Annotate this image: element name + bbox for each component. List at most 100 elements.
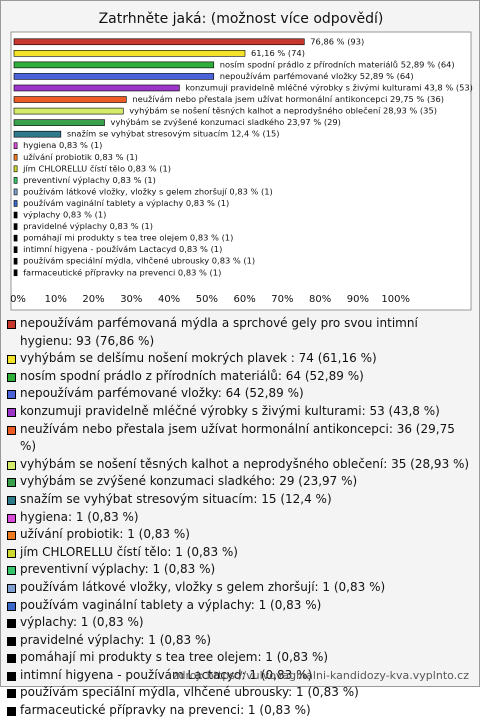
bar <box>13 107 124 115</box>
legend-swatch <box>7 531 16 541</box>
x-tick-label: 0% <box>10 294 26 305</box>
legend-swatch <box>7 601 16 611</box>
legend-label: neužívám nebo přestala jsem užívat hormo… <box>20 421 455 454</box>
bar-label: intimní higyena - používám Lactacyd 0,83… <box>23 244 222 254</box>
x-tick-label: 90% <box>347 294 369 305</box>
bar <box>13 73 215 80</box>
legend-item: intimní higyena - používám Lactacyd: 1 (… <box>7 667 473 685</box>
bar <box>13 142 18 150</box>
bar-label: 76,86 % (93) <box>310 36 364 46</box>
legend-label: výplachy: 1 (0,83 %) <box>20 615 144 630</box>
legend-label: používám vaginální tablety a výplachy: 1… <box>20 597 322 612</box>
bar-label: nepoužívám parfémované vložky 52,89 % (6… <box>220 71 414 81</box>
legend-label: farmaceutické přípravky na prevenci: 1 (… <box>20 703 311 718</box>
legend-label: nosím spodní prádlo z přírodních materiá… <box>20 368 364 383</box>
bar <box>13 165 18 173</box>
legend-swatch <box>7 636 16 646</box>
bar-label: vyhýbám se nošení těsných kalhot a nepro… <box>129 106 437 116</box>
x-tick-label: 70% <box>271 294 293 305</box>
legend-label: intimní higyena - používám Lactacyd: 1 (… <box>20 667 313 682</box>
x-tick-label: 40% <box>158 294 180 305</box>
bar-label: vyhýbám se zvýšené konzumaci sladkého 23… <box>111 117 341 127</box>
legend-swatch <box>7 407 16 417</box>
bar <box>13 153 18 161</box>
legend-item: konzumuji pravidelně mléčné výrobky s ži… <box>7 403 473 421</box>
bar-label: výplachy 0,83 % (1) <box>23 210 106 220</box>
bar-label: používám speciální mýdla, vlhčené ubrous… <box>23 256 255 266</box>
bar <box>13 211 18 219</box>
legend-swatch <box>7 548 16 558</box>
legend-swatch <box>7 390 16 400</box>
legend-item: neužívám nebo přestala jsem užívat hormo… <box>7 421 473 456</box>
legend-label: nepoužívám parfémovaná mýdla a sprchové … <box>20 316 418 348</box>
bar-label: farmaceutické přípravky na prevenci 0,83… <box>23 267 221 277</box>
bar-label: pomáhají mi produkty s tea tree olejem 0… <box>23 233 233 243</box>
legend-item: užívání probiotik: 1 (0,83 %) <box>7 526 473 544</box>
bar-label: konzumuji pravidelně mléčné výrobky s ži… <box>185 82 472 92</box>
x-tick-label: 60% <box>233 294 255 305</box>
bar <box>13 234 18 242</box>
legend-swatch <box>7 460 16 470</box>
bar-label: hygiena 0,83 % (1) <box>23 140 102 150</box>
legend-swatch <box>7 583 16 593</box>
bar <box>13 223 18 230</box>
chart-title: Zatrhněte jaká: (možnost více odpovědí) <box>99 11 384 27</box>
bar <box>13 246 18 253</box>
x-tick-label: 20% <box>82 294 104 305</box>
legend-swatch <box>7 513 16 523</box>
bar-label: 61,16 % (74) <box>251 48 305 58</box>
legend-label: snažím se vyhýbat stresovým situacím: 15… <box>20 491 332 506</box>
bar <box>13 96 127 103</box>
legend-item: používám látkové vložky, vložky s gelem … <box>7 579 473 597</box>
bar <box>13 200 18 207</box>
legend-label: vyhýbám se zvýšené konzumaci sladkého: 2… <box>20 474 358 489</box>
legend-swatch <box>7 320 16 329</box>
legend-swatch <box>7 619 16 629</box>
legend-swatch <box>7 671 16 681</box>
bar <box>13 269 18 277</box>
legend-swatch <box>7 495 16 505</box>
legend-item: snažím se vyhýbat stresovým situacím: 15… <box>7 491 473 509</box>
x-tick-label: 30% <box>120 294 142 305</box>
bar <box>13 61 215 69</box>
legend-label: používám speciální mýdla, vlhčené ubrous… <box>20 685 359 700</box>
legend-label: konzumuji pravidelně mléčné výrobky s ži… <box>20 403 440 418</box>
legend-swatch <box>7 654 16 664</box>
legend-item: vyhýbám se zvýšené konzumaci sladkého: 2… <box>7 473 473 491</box>
bar <box>13 84 180 92</box>
bar <box>13 119 105 126</box>
legend-item: používám vaginální tablety a výplachy: 1… <box>7 597 473 615</box>
legend-item: nosím spodní prádlo z přírodních materiá… <box>7 368 473 386</box>
bar-label: jím CHLORELLU čístí tělo 0,83 % (1) <box>22 163 171 173</box>
legend-label: užívání probiotik: 1 (0,83 %) <box>20 527 190 542</box>
bar-label: používám vaginální tablety a výplachy 0,… <box>23 198 229 208</box>
bar <box>13 38 305 46</box>
legend-label: vyhýbám se delšímu nošení mokrých plavek… <box>20 351 377 366</box>
bar-label: nosím spodní prádlo z přírodních materiá… <box>220 59 455 69</box>
legend-item: nepoužívám parfémovaná mýdla a sprchové … <box>7 315 473 350</box>
legend-label: preventivní výplachy: 1 (0,83 %) <box>20 562 216 577</box>
legend-label: pomáhají mi produkty s tea tree olejem: … <box>20 650 329 665</box>
legend-item: jím CHLORELLU čístí tělo: 1 (0,83 %) <box>7 544 473 562</box>
legend: nepoužívám parfémovaná mýdla a sprchové … <box>7 315 473 720</box>
legend-item: vyhýbám se delšímu nošení mokrých plavek… <box>7 350 473 368</box>
bar <box>13 50 246 57</box>
legend-item: pravidelné výplachy: 1 (0,83 %) <box>7 632 473 650</box>
legend-swatch <box>7 355 16 365</box>
legend-swatch <box>7 425 16 435</box>
legend-item: pomáhají mi produkty s tea tree olejem: … <box>7 649 473 667</box>
bar <box>13 188 18 196</box>
bar-label: neužívám nebo přestala jsem užívat hormo… <box>132 94 444 104</box>
legend-swatch <box>7 707 16 717</box>
legend-item: nepoužívám parfémované vložky: 64 (52,89… <box>7 385 473 403</box>
legend-swatch <box>7 689 16 699</box>
legend-swatch <box>7 372 16 382</box>
x-tick-label: 100% <box>381 294 410 305</box>
bar-label: snažím se vyhýbat stresovým situacím 12,… <box>67 129 280 139</box>
chart: Zatrhněte jaká: (možnost více odpovědí) … <box>10 11 473 311</box>
legend-label: hygiena: 1 (0,83 %) <box>20 509 139 524</box>
legend-label: jím CHLORELLU čístí tělo: 1 (0,83 %) <box>20 544 238 559</box>
x-tick-label: 80% <box>309 294 331 305</box>
legend-label: používám látkové vložky, vložky s gelem … <box>20 579 386 594</box>
